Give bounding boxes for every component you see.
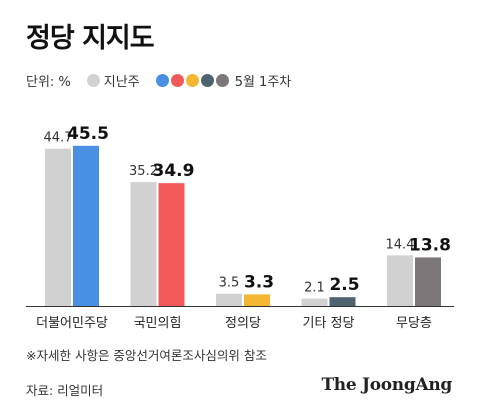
value-label-prev-4: 14.4 — [386, 237, 415, 252]
legend-prev-label: 지난주 — [103, 75, 140, 90]
legend-current-swatch-1 — [155, 74, 169, 87]
value-label-current-2: 3.3 — [244, 272, 274, 292]
bar-current-1 — [158, 183, 185, 306]
source: 자료: 리얼미터 — [26, 383, 104, 398]
legend-current-swatch-4 — [200, 74, 214, 87]
value-label-prev-2: 3.5 — [219, 276, 240, 291]
category-label-0: 더불어민주당 — [36, 316, 108, 331]
bar-current-0 — [73, 145, 99, 306]
category-label-4: 무당층 — [396, 316, 432, 331]
bar-prev-0 — [45, 148, 71, 306]
bar-current-2 — [244, 294, 270, 306]
value-label-current-1: 34.9 — [153, 161, 195, 181]
bar-prev-1 — [130, 182, 157, 306]
value-label-current-4: 13.8 — [409, 235, 451, 255]
value-label-prev-3: 2.1 — [304, 281, 325, 296]
value-label-current-3: 2.5 — [329, 275, 359, 295]
brand-logo: The JoongAng — [321, 375, 452, 395]
legend-current-swatch-3 — [185, 74, 199, 87]
value-label-current-0: 45.5 — [67, 124, 109, 144]
value-label-prev-1: 35.2 — [129, 164, 158, 179]
legend-current: 5월 1주차 — [155, 71, 292, 90]
legend-current-swatch-2 — [170, 74, 184, 87]
legend-prev: 지난주 — [86, 71, 140, 90]
bar-prev-2 — [216, 293, 242, 306]
bar-prev-3 — [301, 298, 328, 306]
legend: 단위: % 지난주 5월 1주차 — [26, 71, 291, 90]
category-label-3: 기타 정당 — [303, 316, 355, 331]
footnote: ※자세한 사항은 중앙선거여론조사심의위 참조 — [26, 348, 267, 363]
legend-prev-swatch — [86, 74, 100, 87]
chart-title: 정당 지지도 — [26, 23, 155, 54]
legend-current-label: 5월 1주차 — [234, 75, 292, 90]
legend-current-swatch-5 — [215, 74, 229, 87]
unit-label: 단위: % — [26, 75, 71, 90]
value-label-prev-0: 44.7 — [44, 131, 73, 146]
bar-prev-4 — [387, 255, 413, 306]
bar-current-4 — [415, 257, 441, 306]
category-label-1: 국민의힘 — [134, 316, 182, 331]
category-label-2: 정의당 — [225, 316, 261, 331]
bar-current-3 — [329, 297, 356, 306]
bar-chart: 44.745.5 더불어민주당 35.234.9 국민의힘 3.5 3.3 정의당 2.1 2.… — [26, 124, 454, 331]
